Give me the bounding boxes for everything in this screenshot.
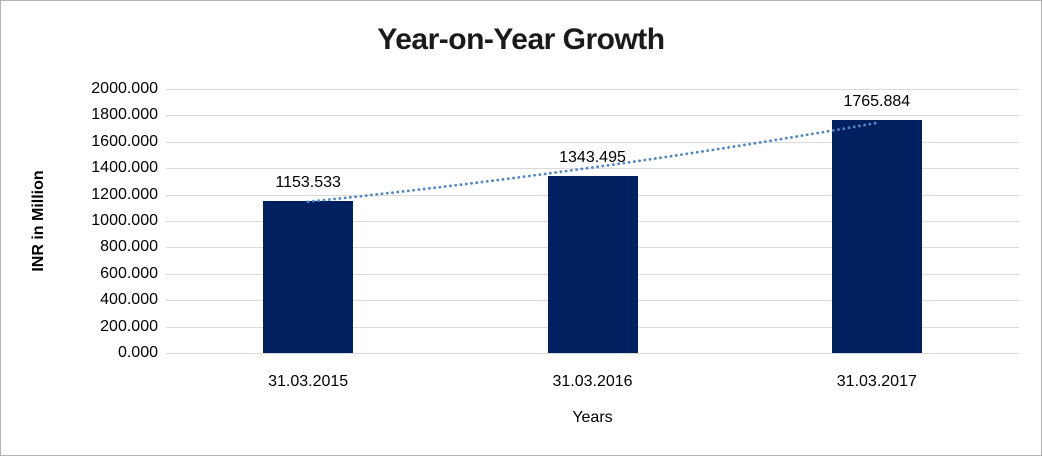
gridline (166, 89, 1019, 90)
gridline (166, 115, 1019, 117)
gridline (166, 353, 1019, 354)
data-label: 1765.884 (843, 92, 911, 110)
y-tick-label: 800.000 (100, 238, 158, 256)
x-axis-title: Years (572, 409, 613, 426)
x-tick-label: 31.03.2016 (552, 373, 633, 390)
y-tick-label: 1800.000 (91, 106, 158, 124)
bar-31.03.2015 (263, 200, 354, 353)
y-tick-label: 1400.000 (91, 159, 158, 177)
chart-title: Year-on-Year Growth (377, 23, 665, 56)
trendline (306, 121, 879, 204)
plot-area: 1153.533 1343.495 1765.884 (166, 89, 1019, 354)
y-tick-label: 0.000 (117, 344, 158, 361)
bar-31.03.2016 (547, 175, 638, 353)
y-tick-label: 1600.000 (91, 132, 158, 150)
y-tick-label: 1200.000 (91, 185, 158, 203)
y-tick-label: 1000.000 (91, 212, 158, 229)
bar-31.03.2017 (831, 119, 922, 353)
y-tick-label: 600.000 (100, 264, 158, 282)
x-tick-label: 31.03.2017 (836, 373, 917, 390)
gridline (166, 141, 1019, 143)
y-tick-label: 400.000 (100, 291, 158, 309)
y-tick-label: 200.000 (100, 317, 158, 335)
y-tick-label: 2000.000 (91, 80, 158, 97)
data-label: 1343.495 (559, 148, 626, 166)
x-tick-label: 31.03.2015 (268, 373, 349, 390)
data-label: 1153.533 (275, 173, 341, 191)
